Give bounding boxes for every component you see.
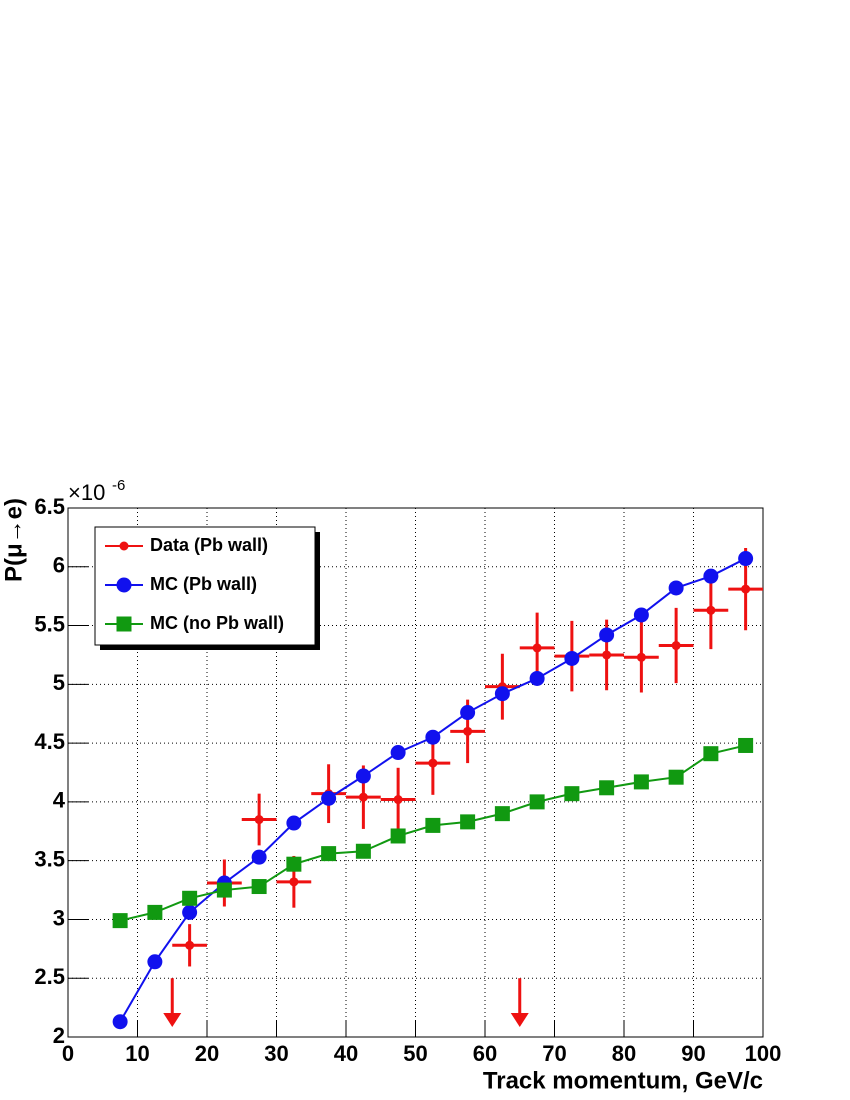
x-tick-label: 100 bbox=[745, 1041, 782, 1066]
data-point bbox=[358, 792, 368, 802]
marker bbox=[529, 670, 545, 686]
legend-marker bbox=[119, 541, 129, 551]
marker bbox=[738, 551, 754, 567]
marker bbox=[599, 627, 615, 643]
marker bbox=[668, 769, 684, 785]
marker bbox=[460, 705, 476, 721]
marker bbox=[390, 745, 406, 761]
x-tick-label: 80 bbox=[612, 1041, 636, 1066]
y-tick-label: 6.5 bbox=[34, 494, 65, 519]
data-point bbox=[636, 652, 646, 662]
data-point bbox=[463, 726, 473, 736]
data-point bbox=[185, 940, 195, 950]
x-tick-label: 40 bbox=[334, 1041, 358, 1066]
marker bbox=[529, 794, 545, 810]
marker bbox=[112, 913, 128, 929]
x-tick-label: 60 bbox=[473, 1041, 497, 1066]
marker bbox=[286, 815, 302, 831]
marker bbox=[633, 607, 649, 623]
marker bbox=[668, 580, 684, 596]
marker bbox=[425, 729, 441, 745]
marker bbox=[182, 904, 198, 920]
x-tick-label: 10 bbox=[125, 1041, 149, 1066]
marker bbox=[599, 780, 615, 796]
marker bbox=[321, 790, 337, 806]
y-scale-label: ×10 bbox=[68, 480, 105, 505]
data-point bbox=[393, 795, 403, 805]
legend-marker bbox=[116, 577, 132, 593]
y-tick-label: 4 bbox=[53, 788, 66, 813]
data-point bbox=[254, 815, 264, 825]
y-tick-label: 5.5 bbox=[34, 611, 65, 636]
legend-label: MC (Pb wall) bbox=[150, 574, 257, 594]
x-tick-label: 50 bbox=[403, 1041, 427, 1066]
y-tick-label: 2 bbox=[53, 1023, 65, 1048]
y-tick-label: 6 bbox=[53, 553, 65, 578]
y-tick-label: 2.5 bbox=[34, 964, 65, 989]
data-point bbox=[532, 643, 542, 653]
marker bbox=[633, 774, 649, 790]
marker bbox=[703, 746, 719, 762]
legend-label: Data (Pb wall) bbox=[150, 535, 268, 555]
marker bbox=[251, 849, 267, 865]
marker bbox=[286, 856, 302, 872]
marker bbox=[564, 650, 580, 666]
marker bbox=[425, 817, 441, 833]
marker bbox=[355, 843, 371, 859]
x-axis-title: Track momentum, GeV/c bbox=[483, 1067, 763, 1094]
marker bbox=[494, 806, 510, 822]
y-tick-label: 4.5 bbox=[34, 729, 65, 754]
x-tick-label: 90 bbox=[681, 1041, 705, 1066]
marker bbox=[564, 786, 580, 802]
x-tick-label: 20 bbox=[195, 1041, 219, 1066]
data-point bbox=[671, 641, 681, 651]
legend-marker bbox=[116, 616, 132, 632]
data-point bbox=[428, 758, 438, 768]
marker bbox=[147, 904, 163, 920]
data-point bbox=[706, 605, 716, 615]
x-tick-label: 70 bbox=[542, 1041, 566, 1066]
x-tick-label: 0 bbox=[62, 1041, 74, 1066]
marker bbox=[216, 882, 232, 898]
marker bbox=[147, 954, 163, 970]
data-point bbox=[741, 584, 751, 594]
marker bbox=[112, 1014, 128, 1030]
marker bbox=[251, 879, 267, 895]
y-tick-label: 3 bbox=[53, 905, 65, 930]
marker bbox=[738, 737, 754, 753]
marker bbox=[390, 828, 406, 844]
cut-arrowhead bbox=[163, 1013, 182, 1027]
data-point bbox=[602, 650, 612, 660]
marker bbox=[703, 568, 719, 584]
y-tick-label: 5 bbox=[53, 670, 65, 695]
y-scale-exponent: -6 bbox=[112, 477, 125, 494]
marker bbox=[321, 846, 337, 862]
legend-label: MC (no Pb wall) bbox=[150, 613, 284, 633]
data-point bbox=[289, 877, 299, 887]
marker bbox=[460, 814, 476, 830]
plot-frame bbox=[67, 507, 764, 1038]
marker bbox=[494, 686, 510, 702]
x-tick-label: 30 bbox=[264, 1041, 288, 1066]
marker bbox=[182, 890, 198, 906]
marker bbox=[355, 768, 371, 784]
y-axis-title: P(μ→e) bbox=[0, 498, 27, 582]
y-tick-label: 3.5 bbox=[34, 846, 65, 871]
cut-arrowhead bbox=[510, 1013, 529, 1027]
